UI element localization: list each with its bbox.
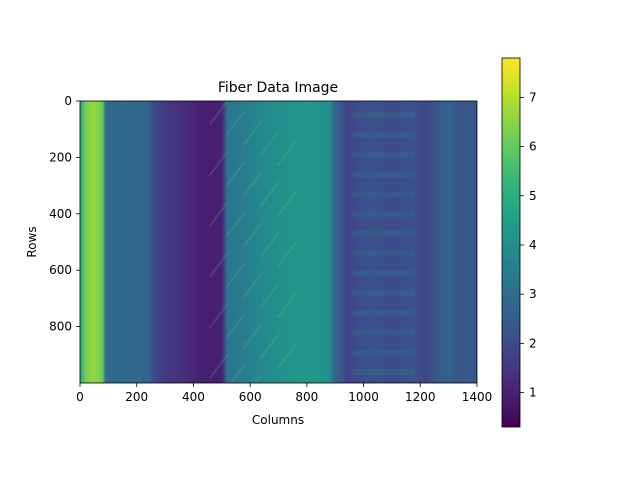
texture-streak [225,262,246,289]
colorbar-tick-label: 4 [529,238,537,252]
texture-band [352,349,415,356]
colorbar-gradient [501,57,521,428]
texture-streak [225,110,246,136]
texture-band [352,270,415,277]
texture-streak [225,161,246,187]
x-axis-title: Columns [252,413,304,427]
texture-streak [276,293,297,319]
texture-streak [225,313,246,339]
texture-band [352,132,415,139]
y-tick-label: 200 [49,150,72,164]
heatmap-area [79,100,478,384]
y-axis: 0 200 400 600 800 [49,94,80,334]
texture-streak [242,120,263,146]
texture-band [352,309,415,316]
colorbar-tick-label: 7 [529,90,537,104]
x-tick-label: 600 [239,390,262,404]
colorbar-tick-label: 1 [529,386,537,400]
texture-band [352,250,415,257]
texture-streak [259,283,280,309]
texture-band [352,329,415,336]
texture-streak [208,354,229,380]
x-tick-label: 200 [125,390,148,404]
x-tick-label: 1000 [348,390,379,404]
texture-streak [259,333,280,360]
texture-streak [242,323,263,349]
y-axis-title: Rows [25,226,39,257]
texture-band [352,368,415,375]
texture-streak [259,181,280,207]
x-tick-label: 1200 [405,390,436,404]
texture-streak [276,242,297,268]
texture-streak [276,141,297,167]
texture-streak [259,232,280,258]
texture-streak [208,151,229,177]
texture-streak [259,130,280,157]
y-tick-label: 400 [49,207,72,221]
y-tick-label: 600 [49,263,72,277]
x-tick-label: 400 [182,390,205,404]
x-axis: 0 200 400 600 800 1000 1200 1400 [76,383,492,404]
x-tick-label: 800 [295,390,318,404]
colorbar-tick-label: 2 [529,336,537,350]
x-tick-label: 0 [76,390,84,404]
texture-band [352,112,415,119]
texture-streak [208,252,229,278]
texture-band [352,230,415,237]
colorbar-tick-label: 6 [529,140,537,154]
heatmap-image [80,101,477,383]
texture-streak [242,222,263,248]
texture-streak [208,201,229,228]
texture-streak [225,212,246,238]
texture-streak [276,191,297,217]
texture-band [352,210,415,217]
texture-streak [229,364,246,383]
texture-streak [242,171,263,197]
colorbar-tick-label: 5 [529,189,537,203]
texture-streak [208,101,229,126]
texture-streak [276,344,297,370]
colorbar: 1 2 3 4 5 6 7 [501,57,537,428]
x-tick-label: 1400 [462,390,493,404]
texture-band [352,171,415,178]
chart-title: Fiber Data Image [218,80,338,96]
plot-frame [79,100,478,384]
y-tick-label: 0 [64,94,72,108]
y-tick-label: 800 [49,320,72,334]
texture-streak [254,374,263,383]
texture-streak [242,272,263,299]
texture-band [352,289,415,296]
texture-streak [208,303,229,329]
texture-band [352,191,415,198]
colorbar-tick-label: 3 [529,287,537,301]
texture-band [352,151,415,158]
